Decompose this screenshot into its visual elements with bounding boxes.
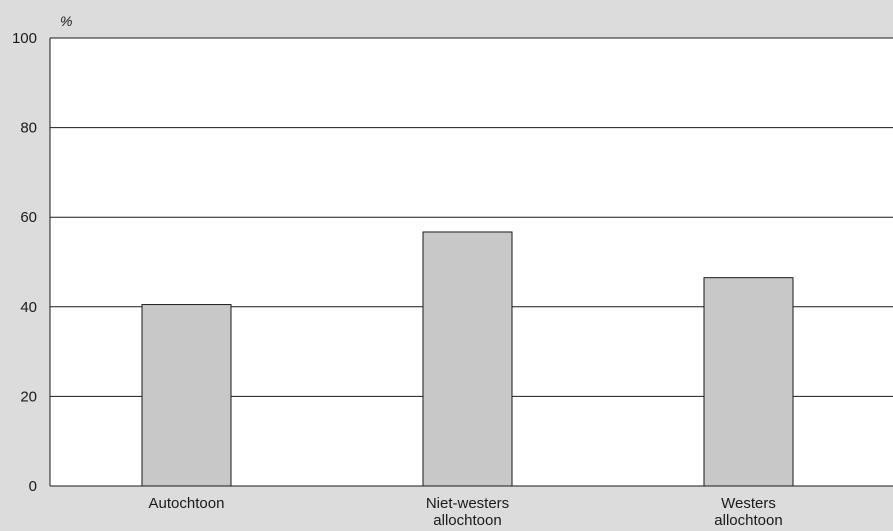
bar [141,304,232,487]
y-tick-label: 40 [20,299,37,316]
y-tick-label: 60 [20,209,37,226]
bars [141,231,794,487]
x-category-label: allochtoon [714,512,782,529]
y-axis-ticks: 0 20 40 60 80 100 [12,30,37,495]
x-category-label: Westers [721,495,776,512]
y-axis-unit-label: % [60,13,72,29]
x-category-label: Autochtoon [149,495,225,512]
y-tick-label: 80 [20,120,37,137]
y-tick-label: 0 [29,478,37,495]
y-tick-label: 20 [20,388,37,405]
x-category-label: allochtoon [433,512,501,529]
x-axis-categories: Autochtoon Niet-westersallochtoonWestersa… [149,495,783,529]
x-category-label: Niet-westers [426,495,509,512]
y-tick-label: 100 [12,30,37,47]
bar [422,231,513,487]
bar [703,277,794,487]
